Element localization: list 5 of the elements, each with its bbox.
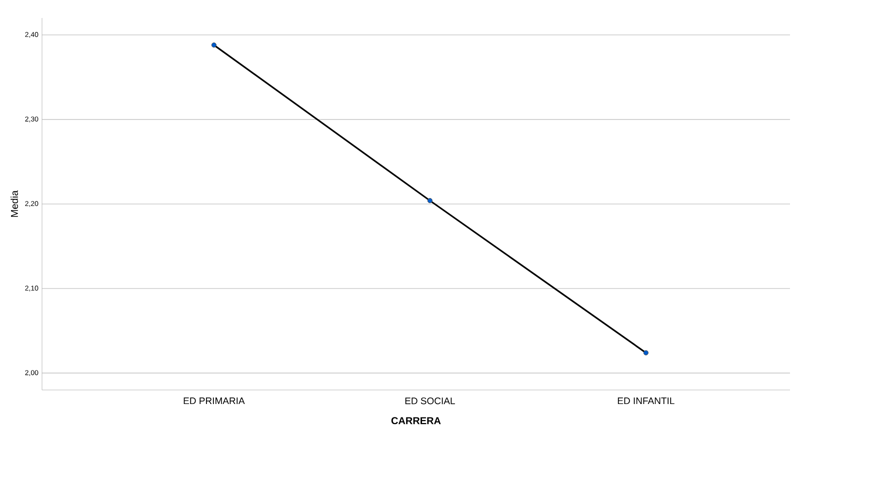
x-tick-label: ED SOCIAL: [405, 398, 455, 404]
y-axis-title: Media: [10, 190, 18, 217]
x-tick-label: ED INFANTIL: [618, 398, 674, 404]
x-tick-label: ED PRIMARIA: [184, 398, 245, 404]
x-axis-title: CARRERA: [391, 417, 441, 424]
